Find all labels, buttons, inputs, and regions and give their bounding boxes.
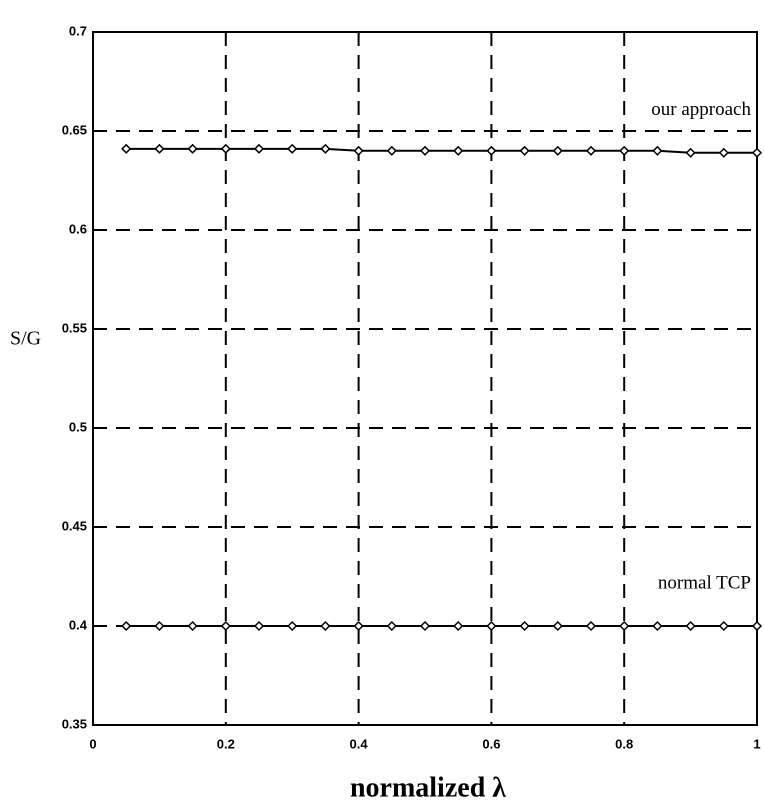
x-tick-label: 1 — [753, 736, 760, 751]
marker — [720, 622, 728, 630]
marker — [355, 147, 363, 155]
marker — [355, 622, 363, 630]
marker — [155, 622, 163, 630]
y-tick-label: 0.5 — [69, 419, 87, 434]
x-tick-label: 0.6 — [482, 736, 500, 751]
marker — [587, 622, 595, 630]
marker — [122, 622, 130, 630]
marker — [753, 622, 761, 630]
marker — [653, 147, 661, 155]
marker — [620, 147, 628, 155]
x-axis-label: normalized λ — [350, 772, 506, 803]
marker — [255, 622, 263, 630]
marker — [753, 149, 761, 157]
y-tick-label: 0.65 — [62, 122, 87, 137]
marker — [222, 145, 230, 153]
marker — [321, 145, 329, 153]
x-tick-label: 0.4 — [350, 736, 369, 751]
marker — [421, 147, 429, 155]
marker — [388, 622, 396, 630]
marker — [222, 622, 230, 630]
marker — [653, 622, 661, 630]
y-tick-label: 0.7 — [69, 23, 87, 38]
marker — [255, 145, 263, 153]
y-tick-label: 0.6 — [69, 221, 87, 236]
x-tick-label: 0.8 — [615, 736, 633, 751]
marker — [687, 149, 695, 157]
marker — [189, 145, 197, 153]
marker — [554, 622, 562, 630]
y-axis-label: S/G — [10, 328, 41, 350]
series-label: our approach — [651, 99, 751, 120]
marker — [122, 145, 130, 153]
y-tick-label: 0.45 — [62, 518, 87, 533]
marker — [521, 147, 529, 155]
marker — [487, 147, 495, 155]
marker — [454, 147, 462, 155]
marker — [288, 145, 296, 153]
y-tick-label: 0.35 — [62, 716, 87, 731]
marker — [321, 622, 329, 630]
x-tick-label: 0.2 — [217, 736, 235, 751]
marker — [521, 622, 529, 630]
marker — [587, 147, 595, 155]
marker — [720, 149, 728, 157]
marker — [155, 145, 163, 153]
x-tick-label: 0 — [89, 736, 96, 751]
marker — [554, 147, 562, 155]
marker — [189, 622, 197, 630]
marker — [487, 622, 495, 630]
marker — [421, 622, 429, 630]
y-tick-label: 0.55 — [62, 320, 87, 335]
marker — [388, 147, 396, 155]
marker — [620, 622, 628, 630]
marker — [288, 622, 296, 630]
marker — [687, 622, 695, 630]
marker — [454, 622, 462, 630]
series-label: normal TCP — [658, 572, 751, 593]
chart: S/G normalized λ 0.35 0.4 0.45 0.5 0.55 0.6 0.… — [0, 0, 764, 811]
y-tick-label: 0.4 — [69, 617, 88, 632]
